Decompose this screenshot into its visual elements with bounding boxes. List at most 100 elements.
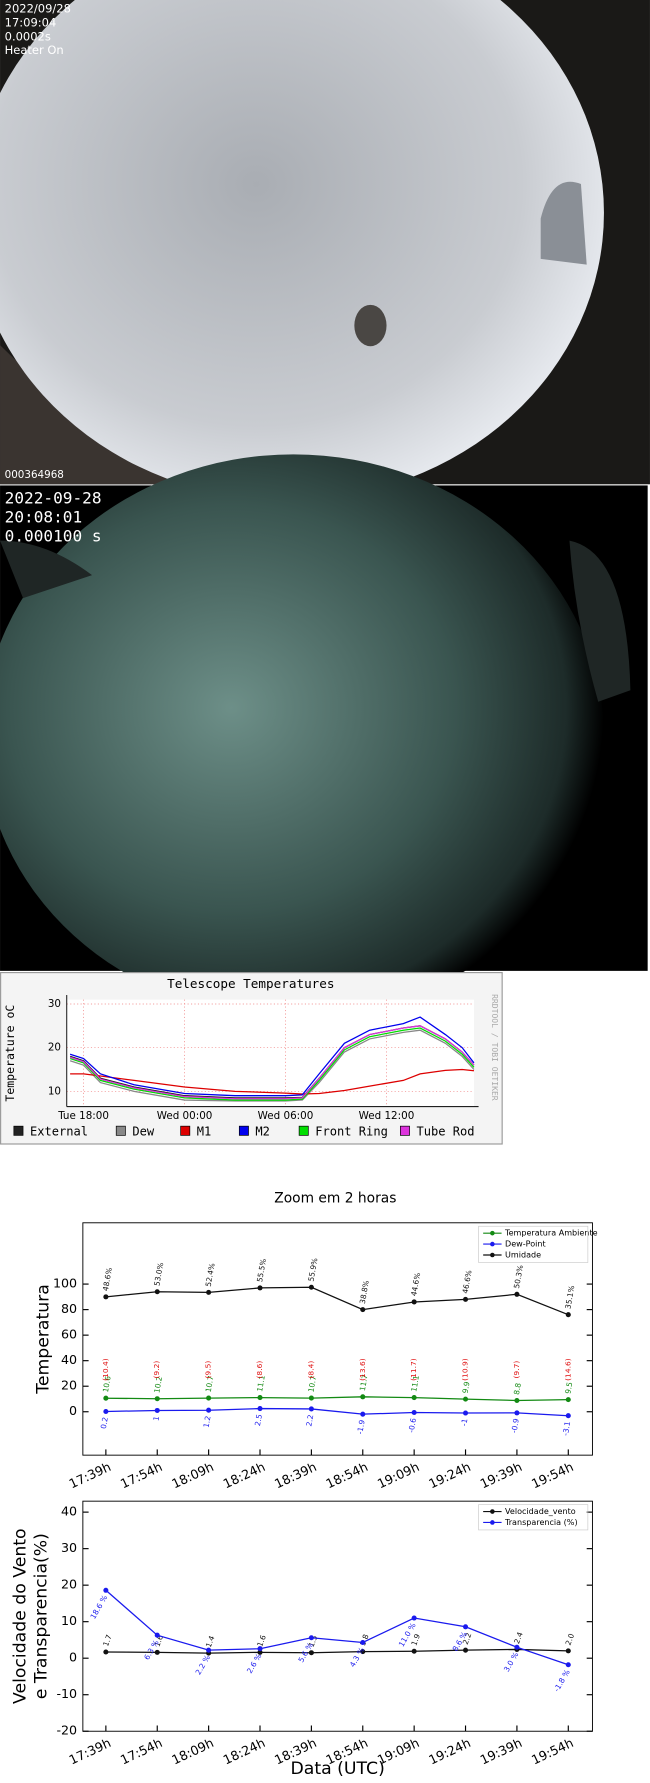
legend-label: M1 bbox=[197, 1124, 212, 1138]
data-label: 2.4 bbox=[512, 1631, 525, 1645]
data-point bbox=[308, 1650, 314, 1656]
data-point bbox=[154, 1289, 160, 1295]
data-point bbox=[360, 1639, 366, 1646]
y-tick-label: 60 bbox=[61, 1327, 77, 1342]
x-tick-label: 18:09h bbox=[169, 1735, 216, 1767]
data-label: 8.8 bbox=[512, 1382, 523, 1396]
data-label: 38.8% bbox=[358, 1280, 371, 1305]
data-point bbox=[257, 1285, 263, 1291]
data-point bbox=[411, 1395, 417, 1401]
data-label: 18.6 % bbox=[88, 1594, 109, 1621]
x-tick-label: 19:39h bbox=[478, 1735, 525, 1767]
data-point bbox=[257, 1649, 263, 1655]
data-point bbox=[411, 1615, 417, 1621]
data-point bbox=[257, 1395, 263, 1401]
data-point bbox=[514, 1291, 520, 1297]
data-point bbox=[206, 1289, 212, 1295]
data-point bbox=[154, 1649, 160, 1655]
data-point bbox=[308, 1395, 314, 1401]
data-label: 55.9% bbox=[306, 1257, 319, 1282]
plot-frame bbox=[82, 1222, 593, 1456]
data-point bbox=[463, 1296, 469, 1302]
x-tick-label: Wed 06:00 bbox=[258, 1110, 314, 1122]
data-point bbox=[257, 1406, 263, 1412]
data-point bbox=[565, 1648, 571, 1654]
data-label: -0.6 bbox=[407, 1417, 418, 1433]
legend-label: M2 bbox=[255, 1124, 270, 1138]
y-tick-label: 0 bbox=[69, 1650, 77, 1665]
data-label: 2.2 bbox=[304, 1414, 315, 1427]
legend-box bbox=[478, 1504, 589, 1531]
legend-label: Tube Rod bbox=[416, 1124, 474, 1138]
y-tick-label: 10 bbox=[61, 1613, 77, 1628]
x-tick-label: 19:54h bbox=[529, 1735, 576, 1767]
y-tick-label: 100 bbox=[53, 1276, 77, 1291]
series-line bbox=[105, 1407, 569, 1417]
legend-swatch bbox=[298, 1125, 309, 1136]
data-label: -1.9 bbox=[355, 1419, 366, 1435]
data-point bbox=[411, 1648, 417, 1654]
series-line bbox=[69, 1029, 475, 1102]
legend-swatch bbox=[238, 1125, 249, 1136]
y-tick-label: 40 bbox=[61, 1352, 77, 1367]
x-tick-label: 17:54h bbox=[118, 1735, 165, 1767]
x-tick-label: 17:39h bbox=[67, 1735, 114, 1767]
data-point bbox=[514, 1397, 520, 1404]
image-caption: 2022-09-28 bbox=[5, 489, 102, 508]
annotation: (9.2) bbox=[152, 1361, 161, 1379]
x-tick-label: 18:24h bbox=[221, 1459, 268, 1491]
legend-label: Dew bbox=[132, 1124, 155, 1138]
x-tick-label: 18:09h bbox=[169, 1459, 216, 1491]
data-label: 46.6% bbox=[461, 1269, 474, 1294]
y-tick-label: 40 bbox=[61, 1504, 77, 1519]
sky-image-2 bbox=[0, 454, 648, 1018]
y-axis-label: Velocidade do Vento bbox=[11, 1528, 31, 1704]
data-point bbox=[565, 1413, 571, 1419]
data-label: 2.6 % bbox=[245, 1652, 263, 1675]
data-point bbox=[463, 1624, 469, 1630]
sky-image-1 bbox=[0, 0, 650, 501]
legend-swatch bbox=[490, 1520, 495, 1525]
data-point bbox=[360, 1307, 366, 1313]
data-label: 52.4% bbox=[204, 1262, 217, 1287]
image-caption: 17:09:04 bbox=[5, 16, 57, 30]
data-point bbox=[463, 1410, 469, 1416]
annotation: (13.6) bbox=[358, 1358, 367, 1381]
legend-box bbox=[478, 1225, 589, 1263]
series-line bbox=[105, 1589, 569, 1666]
data-label: -3.1 bbox=[561, 1420, 572, 1436]
data-label: -1 bbox=[459, 1418, 469, 1427]
x-tick-label: Tue 18:00 bbox=[57, 1110, 109, 1122]
data-label: -0.9 bbox=[509, 1418, 520, 1434]
data-label: 2.5 bbox=[253, 1413, 264, 1427]
data-point bbox=[103, 1294, 109, 1300]
y-tick-label: 30 bbox=[61, 1540, 77, 1555]
data-label: 11.1 bbox=[409, 1374, 421, 1392]
data-label: 48.6% bbox=[101, 1267, 114, 1292]
data-label: 11.7 bbox=[358, 1374, 370, 1392]
legend-label: Umidade bbox=[505, 1251, 541, 1260]
data-point bbox=[206, 1395, 212, 1401]
image-caption: 0.0002s bbox=[5, 29, 51, 43]
data-label: 11.1 bbox=[255, 1374, 267, 1392]
data-label: 10.2 bbox=[152, 1376, 164, 1394]
data-point bbox=[360, 1649, 366, 1655]
data-label: 9.9 bbox=[461, 1381, 472, 1395]
data-point bbox=[154, 1396, 160, 1402]
legend-swatch bbox=[115, 1125, 126, 1136]
y-tick-label: -20 bbox=[56, 1723, 77, 1738]
series-line bbox=[69, 1016, 475, 1097]
data-label: 44.6% bbox=[409, 1272, 422, 1297]
data-point bbox=[463, 1647, 469, 1653]
data-point bbox=[103, 1587, 109, 1593]
annotation: (8.4) bbox=[306, 1361, 315, 1379]
data-point bbox=[308, 1284, 314, 1290]
data-point bbox=[514, 1410, 520, 1416]
data-label: -1.8 % bbox=[552, 1668, 572, 1693]
annotation: (9.7) bbox=[512, 1361, 521, 1379]
data-label: 0.2 bbox=[99, 1416, 110, 1429]
legend-label: Temperatura Ambiente bbox=[504, 1229, 598, 1238]
data-point bbox=[206, 1407, 212, 1413]
data-point bbox=[565, 1312, 571, 1318]
